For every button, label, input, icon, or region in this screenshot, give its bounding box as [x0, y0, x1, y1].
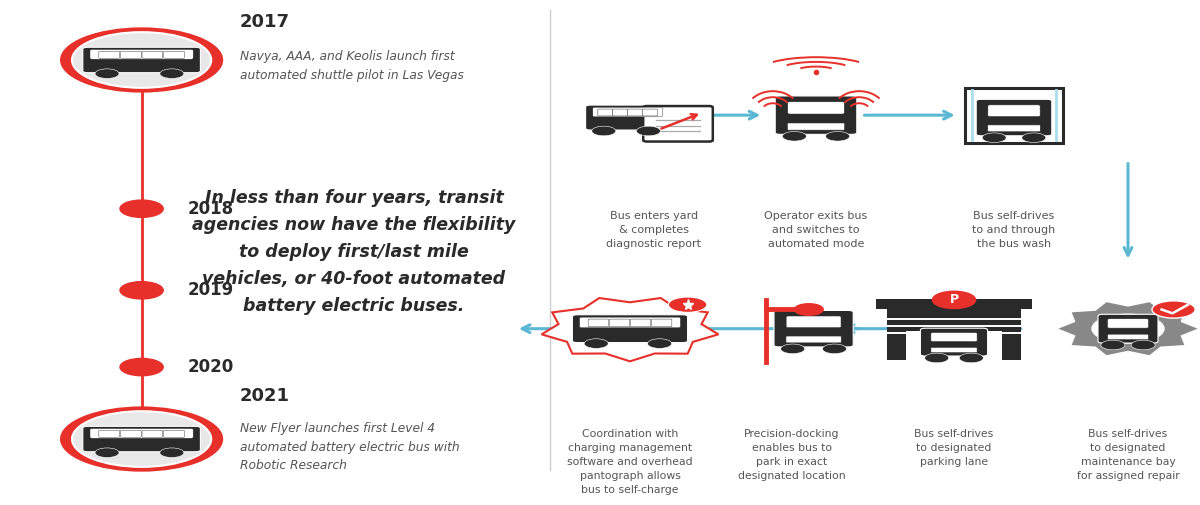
FancyBboxPatch shape [643, 106, 713, 141]
Circle shape [822, 344, 846, 354]
FancyBboxPatch shape [1108, 334, 1148, 340]
FancyBboxPatch shape [988, 105, 1040, 117]
FancyBboxPatch shape [1098, 314, 1158, 343]
Circle shape [1092, 314, 1164, 343]
Text: 2017: 2017 [240, 13, 290, 31]
Circle shape [782, 131, 806, 141]
Text: Operator exits bus
and switches to
automated mode: Operator exits bus and switches to autom… [764, 211, 868, 249]
Text: Bus self-drives
to designated
maintenance bay
for assigned repair: Bus self-drives to designated maintenanc… [1076, 429, 1180, 481]
FancyBboxPatch shape [652, 319, 672, 327]
FancyBboxPatch shape [906, 331, 1002, 360]
Circle shape [72, 411, 211, 467]
Text: Bus self-drives
to designated
parking lane: Bus self-drives to designated parking la… [914, 429, 994, 468]
Circle shape [95, 69, 119, 78]
FancyBboxPatch shape [142, 52, 163, 58]
FancyBboxPatch shape [90, 49, 193, 59]
Circle shape [959, 353, 983, 363]
Circle shape [60, 407, 223, 472]
Circle shape [160, 448, 184, 458]
FancyBboxPatch shape [642, 109, 658, 116]
Circle shape [668, 297, 707, 313]
FancyBboxPatch shape [977, 99, 1052, 136]
Text: 2019: 2019 [187, 281, 234, 299]
Circle shape [925, 353, 949, 363]
Circle shape [1100, 340, 1124, 350]
Text: In less than four years, transit
agencies now have the flexibility
to deploy fir: In less than four years, transit agencie… [192, 189, 516, 315]
FancyBboxPatch shape [588, 319, 608, 327]
FancyBboxPatch shape [988, 125, 1040, 132]
Circle shape [60, 27, 223, 92]
Text: P: P [949, 293, 959, 307]
Circle shape [648, 339, 672, 348]
Circle shape [120, 200, 163, 217]
Text: Precision-docking
enables bus to
park in exact
designated location: Precision-docking enables bus to park in… [738, 429, 846, 481]
FancyBboxPatch shape [83, 426, 200, 452]
Circle shape [120, 359, 163, 376]
FancyBboxPatch shape [774, 311, 853, 347]
FancyBboxPatch shape [876, 299, 1032, 310]
FancyBboxPatch shape [98, 52, 120, 58]
Circle shape [932, 291, 976, 309]
FancyBboxPatch shape [787, 123, 845, 130]
Circle shape [794, 304, 823, 315]
FancyBboxPatch shape [90, 429, 193, 438]
Circle shape [1132, 340, 1156, 350]
FancyBboxPatch shape [1108, 319, 1148, 328]
Text: New Flyer launches first Level 4
automated battery electric bus with
Robotic Res: New Flyer launches first Level 4 automat… [240, 422, 460, 472]
FancyBboxPatch shape [98, 430, 120, 437]
Polygon shape [1058, 302, 1198, 355]
Circle shape [584, 339, 608, 348]
FancyBboxPatch shape [120, 52, 142, 58]
FancyBboxPatch shape [931, 332, 977, 342]
Text: Coordination with
charging management
software and overhead
pantograph allows
bu: Coordination with charging management so… [568, 429, 692, 495]
Text: 2020: 2020 [187, 358, 234, 376]
FancyBboxPatch shape [887, 307, 1021, 360]
FancyBboxPatch shape [613, 109, 628, 116]
Circle shape [120, 282, 163, 299]
FancyBboxPatch shape [775, 96, 857, 134]
Text: Bus enters yard
& completes
diagnostic report: Bus enters yard & completes diagnostic r… [606, 211, 702, 249]
Circle shape [826, 131, 850, 141]
FancyBboxPatch shape [628, 109, 642, 116]
Circle shape [983, 133, 1007, 142]
FancyBboxPatch shape [920, 328, 988, 356]
Polygon shape [541, 298, 719, 361]
FancyBboxPatch shape [586, 105, 670, 130]
FancyBboxPatch shape [786, 316, 841, 328]
FancyBboxPatch shape [787, 102, 845, 114]
FancyBboxPatch shape [120, 430, 142, 437]
FancyBboxPatch shape [965, 87, 1063, 143]
FancyBboxPatch shape [572, 315, 688, 342]
FancyBboxPatch shape [163, 52, 185, 58]
Circle shape [592, 126, 616, 136]
FancyBboxPatch shape [931, 347, 977, 352]
Circle shape [636, 126, 660, 136]
Circle shape [1022, 133, 1046, 142]
FancyBboxPatch shape [610, 319, 630, 327]
Circle shape [781, 344, 805, 354]
FancyBboxPatch shape [593, 107, 662, 117]
FancyBboxPatch shape [786, 336, 841, 343]
Text: Bus self-drives
to and through
the bus wash: Bus self-drives to and through the bus w… [972, 211, 1056, 249]
FancyBboxPatch shape [630, 319, 650, 327]
Text: Navya, AAA, and Keolis launch first
automated shuttle pilot in Las Vegas: Navya, AAA, and Keolis launch first auto… [240, 50, 464, 82]
FancyBboxPatch shape [142, 430, 163, 437]
Circle shape [1152, 301, 1195, 318]
FancyBboxPatch shape [580, 317, 680, 328]
Text: 2018: 2018 [187, 199, 233, 218]
Circle shape [72, 32, 211, 88]
Circle shape [160, 69, 184, 78]
Text: 2021: 2021 [240, 387, 290, 406]
FancyBboxPatch shape [598, 109, 613, 116]
FancyBboxPatch shape [83, 47, 200, 73]
Circle shape [95, 448, 119, 458]
FancyBboxPatch shape [163, 430, 185, 437]
